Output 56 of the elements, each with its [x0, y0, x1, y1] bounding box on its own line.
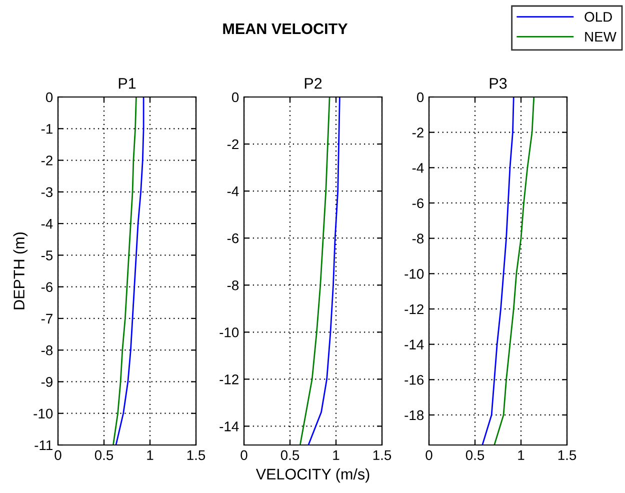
y-tick-label: -10 [220, 327, 239, 338]
x-tick-label: 0.5 [466, 450, 484, 460]
x-tick-label: 0 [426, 450, 432, 460]
y-tick-label: -10 [404, 268, 424, 279]
y-tick-label: -6 [41, 282, 53, 292]
y-tick-label: -8 [41, 345, 53, 356]
x-tick-label: 0.5 [280, 450, 300, 460]
x-tick-label: 1 [333, 450, 340, 460]
y-axis-title: DEPTH (m) [13, 232, 28, 310]
y-tick-label: -4 [41, 219, 53, 229]
x-tick-label: 1 [518, 450, 524, 460]
y-tick-label: -10 [34, 408, 53, 419]
legend-label: OLD [584, 12, 612, 22]
y-tick-label: -4 [227, 186, 239, 196]
y-tick-label: -4 [412, 163, 424, 173]
y-tick-label: -2 [41, 156, 52, 166]
y-tick-label: -7 [41, 314, 52, 324]
y-tick-label: -14 [404, 340, 424, 350]
line-series [494, 97, 535, 445]
x-tick-label: 1.5 [558, 450, 576, 460]
y-tick-label: -1 [41, 124, 52, 134]
y-tick-label: -14 [220, 422, 239, 432]
line-series [308, 97, 340, 445]
y-tick-label: -5 [41, 250, 53, 260]
y-tick-label: 0 [416, 92, 424, 102]
x-tick-label: 0 [54, 450, 62, 460]
y-tick-label: -11 [34, 440, 52, 450]
y-tick-label: -12 [404, 304, 424, 314]
y-tick-label: -6 [412, 198, 424, 208]
line-series [115, 97, 144, 445]
y-tick-label: -16 [404, 374, 424, 385]
y-tick-label: -6 [227, 233, 239, 244]
x-tick-label: 1.5 [373, 450, 392, 460]
x-axis-title: VELOCITY (m/s) [256, 468, 370, 483]
x-tick-label: 0.5 [94, 450, 114, 460]
x-tick-label: 1.5 [187, 450, 206, 460]
chart-title: P2 [304, 78, 322, 89]
y-tick-label: -9 [41, 377, 52, 387]
chart-title: P1 [118, 78, 136, 89]
y-tick-label: 0 [46, 92, 53, 102]
x-tick-label: 1 [147, 450, 154, 460]
y-tick-label: -8 [227, 280, 239, 290]
y-tick-label: -3 [41, 187, 53, 198]
x-tick-label: 0 [240, 450, 248, 460]
chart-title: P3 [490, 78, 507, 89]
line-series [112, 97, 137, 445]
y-tick-label: -18 [404, 410, 424, 420]
line-series [299, 97, 330, 445]
y-tick-label: 0 [232, 92, 239, 102]
y-tick-label: -12 [220, 374, 238, 384]
y-tick-label: -2 [412, 128, 424, 138]
y-tick-label: -2 [227, 139, 238, 150]
legend-label: NEW [585, 32, 616, 42]
y-tick-label: -8 [412, 234, 424, 244]
line-series [482, 97, 514, 445]
text: MEAN VELOCITY [223, 23, 348, 34]
